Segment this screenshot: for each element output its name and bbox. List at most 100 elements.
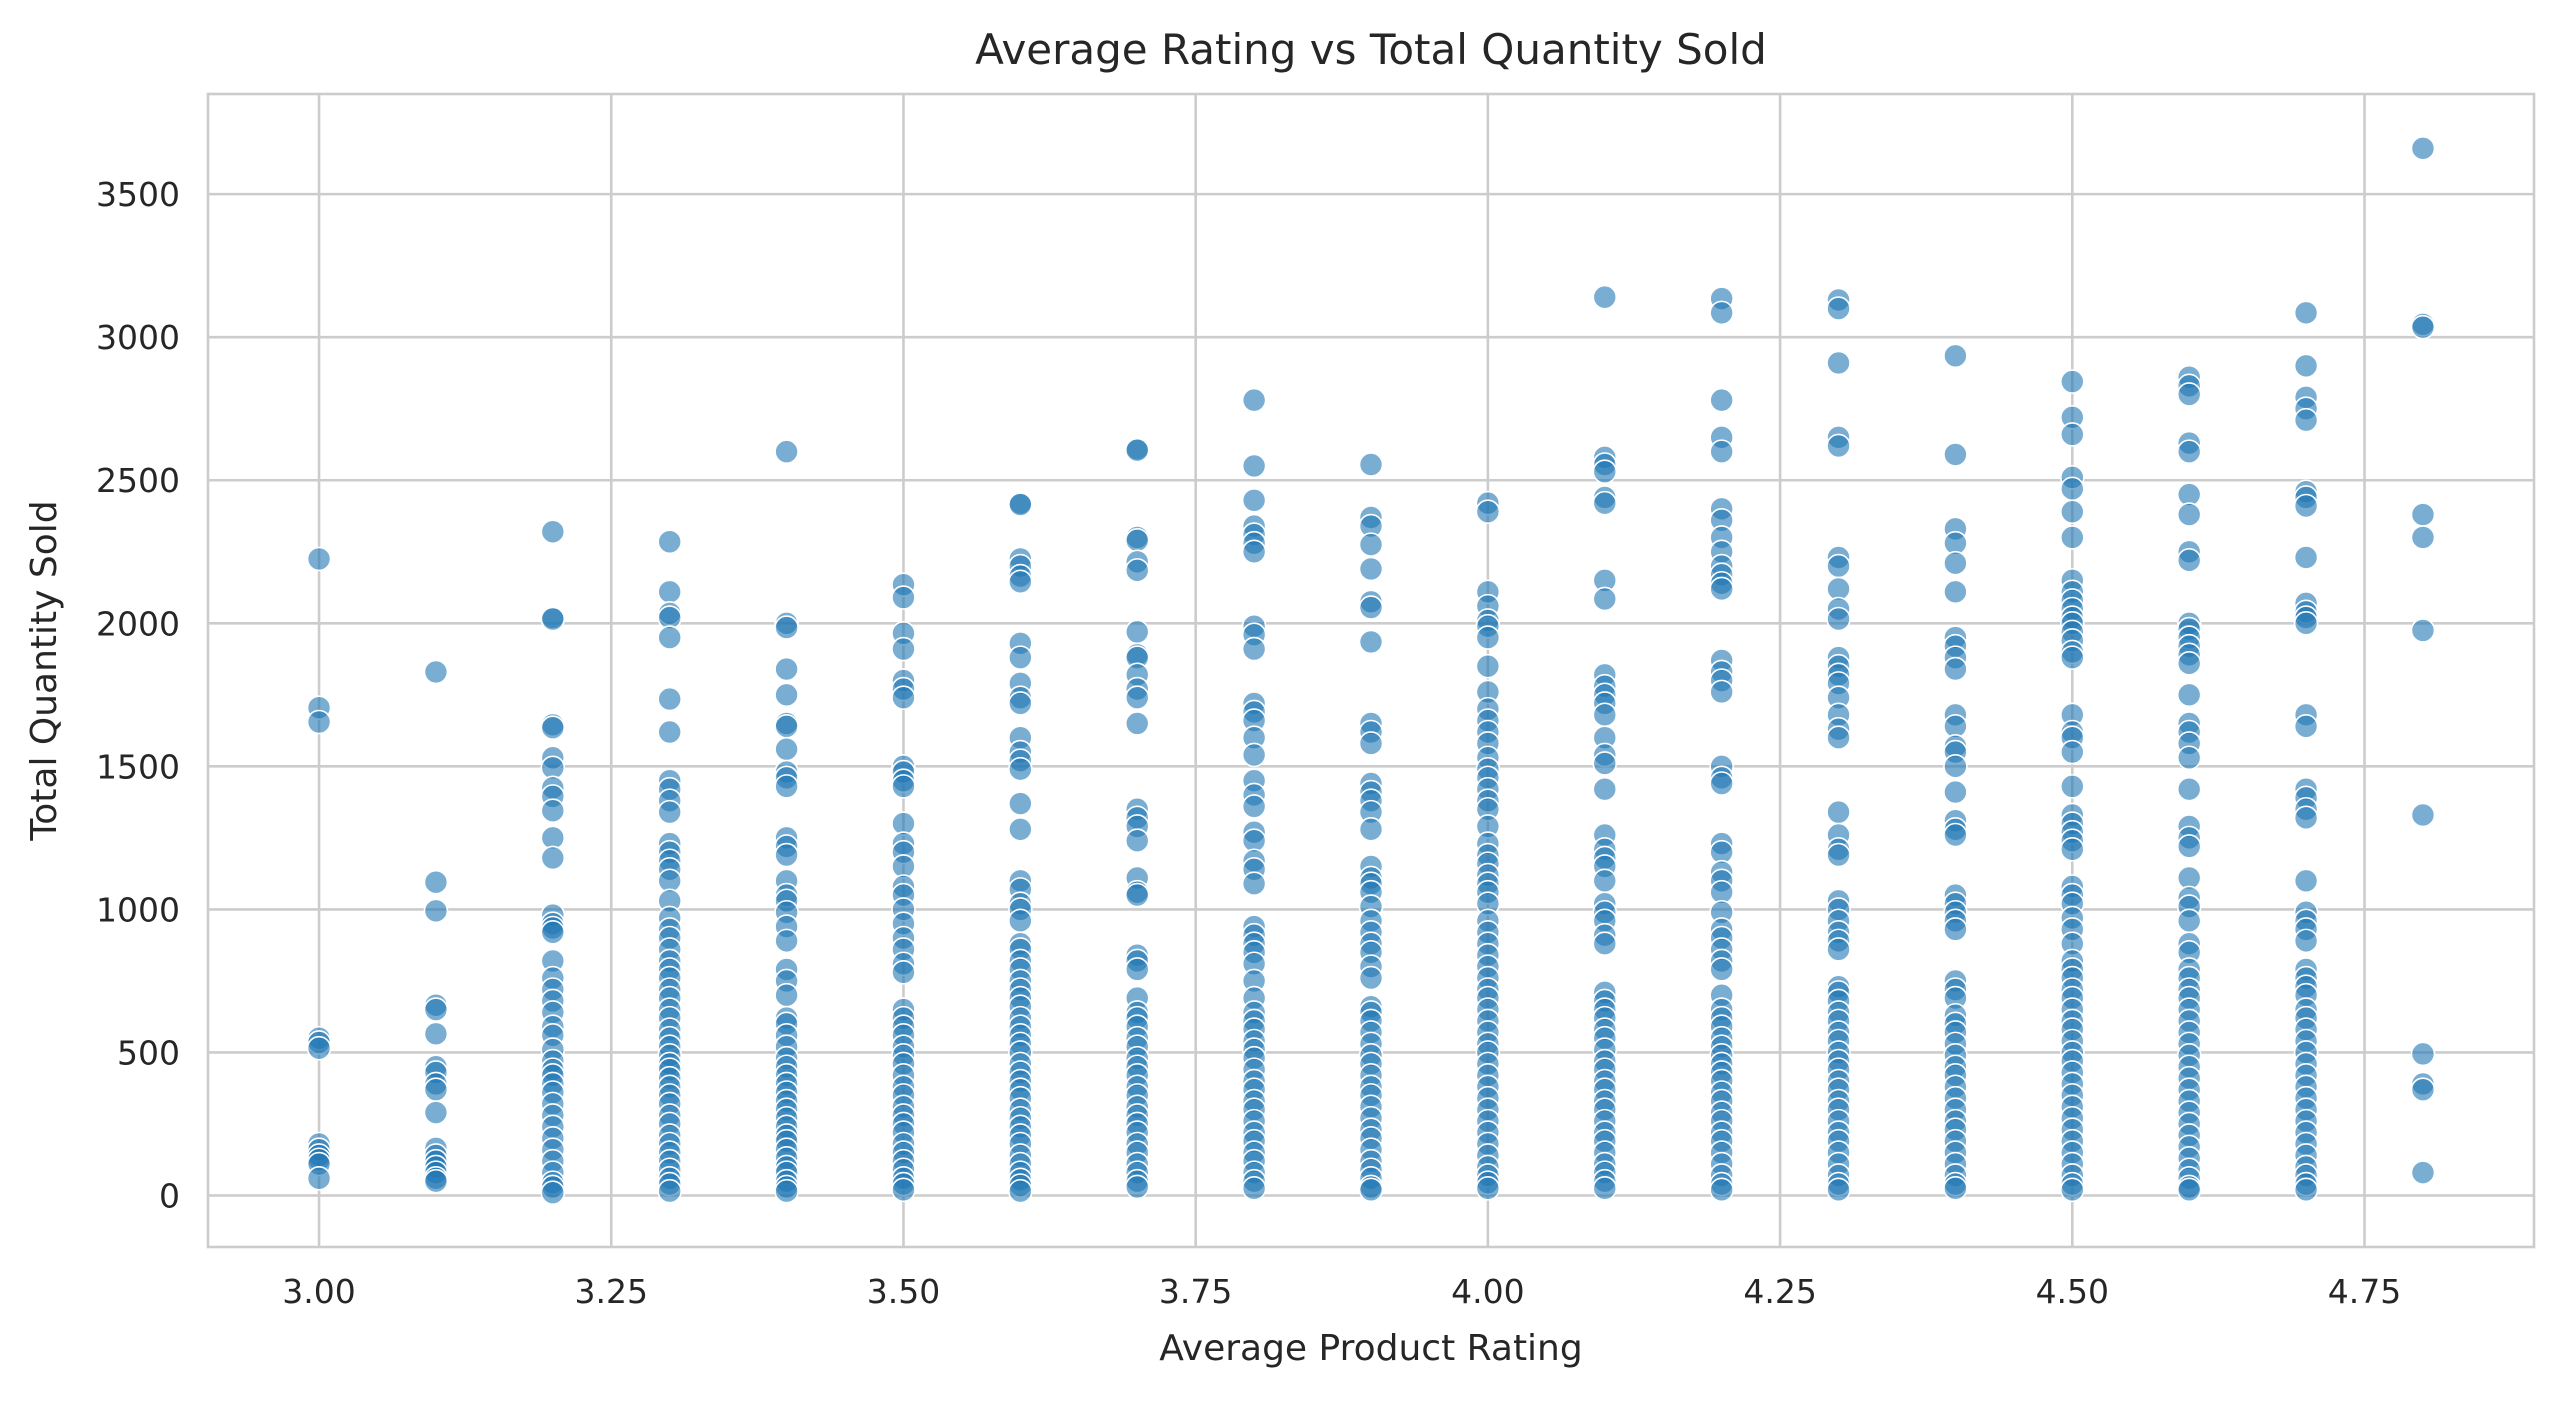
scatter-point <box>1124 882 1150 908</box>
scatter-point <box>774 439 799 464</box>
scatter-point <box>1709 771 1734 796</box>
scatter-point <box>1358 629 1384 655</box>
scatter-point <box>1943 656 1968 682</box>
scatter-point <box>2410 136 2436 161</box>
scatter-point <box>1943 1176 1968 1201</box>
scatter-point <box>2176 651 2202 676</box>
y-tick-labels: 0 500 1000 1500 2000 2500 3000 3500 <box>96 175 180 1215</box>
scatter-point <box>306 709 332 735</box>
scatter-point <box>1008 569 1033 595</box>
y-tick-label: 3500 <box>96 175 180 214</box>
scatter-point <box>1709 679 1734 705</box>
scatter-point <box>774 656 799 682</box>
scatter-point <box>774 842 799 868</box>
scatter-point <box>2176 548 2202 573</box>
scatter-point <box>2410 618 2436 643</box>
scatter-point <box>2060 369 2085 394</box>
scatter-point <box>774 682 799 708</box>
scatter-point <box>2293 407 2319 433</box>
scatter-point <box>1008 756 1033 782</box>
scatter-point <box>2060 837 2085 862</box>
plot-frame <box>206 92 2536 1249</box>
scatter-point <box>423 898 449 924</box>
scatter-point <box>657 686 682 712</box>
scatter-point <box>2410 1077 2436 1102</box>
scatter-point <box>2410 1160 2436 1185</box>
scatter-point <box>1241 1176 1267 1201</box>
scatter-point <box>1124 1174 1150 1200</box>
scatter-point <box>2410 525 2436 550</box>
scatter-point <box>1124 558 1150 583</box>
scatter-point <box>540 1180 566 1205</box>
scatter-point <box>1358 965 1384 991</box>
scatter-point <box>1358 556 1384 582</box>
scatter-point <box>1358 452 1384 477</box>
scatter-point <box>540 919 566 945</box>
scatter-point <box>774 774 799 799</box>
scatter-point <box>1592 776 1618 802</box>
scatter-point <box>2176 745 2202 771</box>
x-axis-label: Average Product Rating <box>1159 1328 1582 1369</box>
scatter-point <box>2410 1041 2436 1067</box>
scatter-point <box>1124 619 1150 645</box>
scatter-point <box>1358 731 1384 756</box>
chart-title: Average Rating vs Total Quantity Sold <box>975 25 1767 74</box>
scatter-point <box>423 659 449 685</box>
scatter-point <box>2293 545 2319 570</box>
scatter-point <box>891 774 916 799</box>
scatter-points <box>306 136 2436 1205</box>
scatter-point <box>1358 1177 1384 1203</box>
scatter-point <box>2410 502 2436 527</box>
scatter-point <box>2060 774 2085 799</box>
scatter-point <box>2293 493 2319 519</box>
scatter-point <box>1826 1177 1851 1203</box>
scatter-point <box>423 1021 449 1047</box>
scatter-point <box>2176 908 2202 934</box>
scatter-point <box>1592 931 1618 957</box>
scatter-point <box>1124 437 1150 463</box>
scatter-point <box>774 928 799 954</box>
scatter-point <box>2176 439 2202 464</box>
scatter-point <box>774 1178 799 1204</box>
scatter-point <box>2176 1177 2202 1203</box>
scatter-point <box>774 713 799 739</box>
y-tick-label: 2500 <box>96 461 180 500</box>
scatter-point <box>2060 499 2085 525</box>
scatter-point <box>306 1035 332 1061</box>
x-grid <box>317 94 2366 1247</box>
x-tick-label: 4.00 <box>1451 1272 1524 1311</box>
scatter-point <box>540 606 566 632</box>
y-tick-label: 1500 <box>96 747 180 786</box>
scatter-point <box>1709 439 1734 464</box>
scatter-point <box>1709 576 1734 602</box>
scatter-point <box>1008 645 1033 670</box>
scatter-point <box>2410 802 2436 828</box>
y-tick-label: 1000 <box>96 890 180 929</box>
scatter-point <box>2176 502 2202 527</box>
scatter-point <box>1124 528 1150 553</box>
scatter-point <box>2293 805 2319 831</box>
scatter-point <box>1008 791 1033 816</box>
scatter-point <box>2060 645 2085 670</box>
scatter-point <box>1124 685 1150 710</box>
scatter-point <box>1826 725 1851 751</box>
scatter-point <box>1241 539 1267 565</box>
scatter-point <box>1008 816 1033 842</box>
scatter-point <box>1592 702 1618 728</box>
scatter-point <box>891 960 916 985</box>
scatter-point <box>1241 871 1267 896</box>
scatter-point <box>1241 636 1267 662</box>
scatter-point <box>1826 606 1851 632</box>
scatter-point <box>1826 433 1851 459</box>
scatter-point <box>2293 928 2319 954</box>
scatter-point <box>1241 387 1267 413</box>
scatter-point <box>891 636 916 662</box>
scatter-point <box>1008 492 1033 517</box>
scatter-point <box>1358 532 1384 557</box>
scatter-point <box>657 579 682 605</box>
x-tick-label: 3.75 <box>1159 1272 1232 1311</box>
x-tick-label: 3.50 <box>867 1272 940 1311</box>
x-tick-label: 4.25 <box>1743 1272 1816 1311</box>
scatter-point <box>1124 828 1150 854</box>
